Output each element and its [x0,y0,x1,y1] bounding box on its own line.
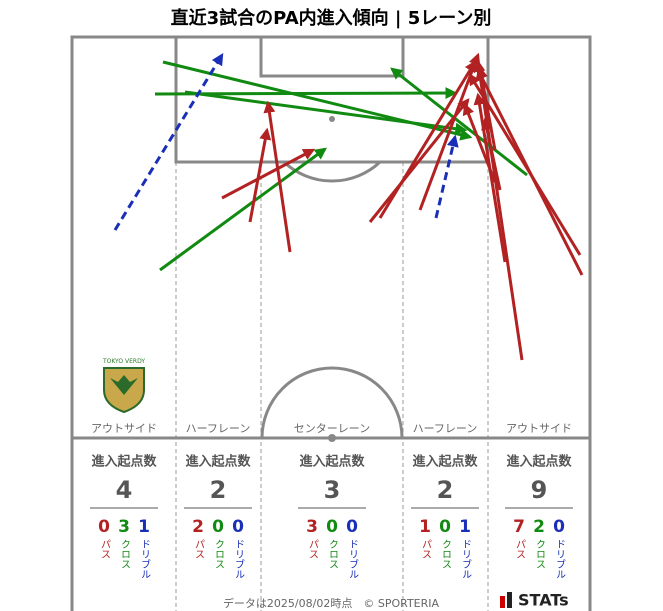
logo-text: TOKYO VERDY [102,358,145,365]
type-count: 0 [232,517,244,537]
entries [113,52,584,361]
type-count: 0 [98,517,110,537]
type-label: クロス [213,539,224,569]
stat-label: 進入起点数 [412,454,478,470]
type-label: クロス [327,539,338,569]
stat-label: 進入起点数 [299,454,365,470]
type-count: 0 [326,517,338,537]
stat-total: 9 [531,476,548,504]
type-label: クロス [119,539,130,569]
type-label: クロス [534,539,545,569]
team-logo: TOKYO VERDY [102,358,145,414]
type-label: ドリブル [347,539,359,579]
lane-name: アウトサイド [506,422,572,435]
type-label: クロス [440,539,451,569]
footer: データは2025/08/02時点 © SPORTERIA [223,596,440,610]
type-label: ドリブル [233,539,245,579]
brand: STATs [518,591,569,610]
type-count: 0 [212,517,224,537]
type-count: 0 [346,517,358,537]
stat-label: 進入起点数 [91,454,157,470]
type-label: ドリブル [139,539,151,579]
type-label: ドリブル [460,539,472,579]
type-label: パス [514,539,526,559]
stat-total: 2 [437,476,454,504]
type-count: 0 [439,517,451,537]
stat-label: 進入起点数 [506,454,572,470]
type-count: 3 [306,517,318,537]
type-count: 2 [192,517,204,537]
type-count: 3 [118,517,130,537]
type-count: 0 [553,517,565,537]
type-count: 1 [459,517,471,537]
lane-stats: アウトサイド進入起点数40パス3クロス1ドリブルハーフレーン進入起点数22パス0… [90,422,573,579]
brand-icon [500,596,505,608]
type-label: パス [99,539,111,559]
stat-label: 進入起点数 [185,454,251,470]
stat-total: 4 [116,476,133,504]
type-count: 1 [138,517,150,537]
type-label: パス [420,539,432,559]
pitch [70,35,592,611]
title: 直近3試合のPA内進入傾向 | 5レーン別 [171,7,492,29]
type-count: 1 [419,517,431,537]
type-label: パス [193,539,205,559]
stat-total: 3 [324,476,341,504]
type-label: パス [307,539,319,559]
lane-name: アウトサイド [91,422,157,435]
type-label: ドリブル [554,539,566,579]
stat-total: 2 [210,476,227,504]
type-count: 7 [513,517,525,537]
type-count: 2 [533,517,545,537]
lane-name: センターレーン [294,422,370,435]
lane-name: ハーフレーン [413,422,478,435]
lane-name: ハーフレーン [186,422,251,435]
brand-icon [507,592,512,608]
